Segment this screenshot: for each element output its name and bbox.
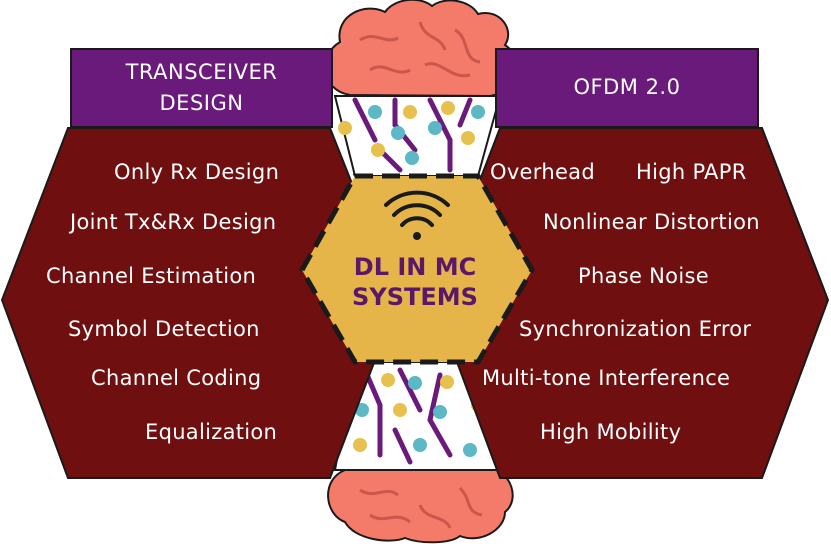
circuit-bottom <box>333 361 502 471</box>
left-item-equalization: Equalization <box>145 420 278 444</box>
right-item-high-mobility: High Mobility <box>540 420 682 444</box>
center-hexagon <box>299 173 535 365</box>
wifi-icon <box>384 190 450 240</box>
left-item-joint-txrx: Joint Tx&Rx Design <box>70 210 277 234</box>
brain-top-icon <box>324 0 518 98</box>
left-item-only-rx: Only Rx Design <box>114 160 280 184</box>
circuit-top <box>333 95 502 177</box>
right-header: OFDM 2.0 <box>495 48 759 128</box>
right-item-phase-noise: Phase Noise <box>578 264 709 288</box>
left-hexagon <box>0 127 400 479</box>
right-item-synchronization-error: Synchronization Error <box>519 317 752 341</box>
left-header: TRANSCEIVER DESIGN <box>70 48 333 128</box>
left-header-line2: DESIGN <box>159 91 244 115</box>
right-item-overhead: Overhead <box>490 160 595 184</box>
left-item-channel-estimation: Channel Estimation <box>46 264 257 288</box>
center-line2: SYSTEMS <box>352 283 478 311</box>
center-label: DL IN MC SYSTEMS <box>320 252 510 312</box>
brain-bottom-icon <box>327 466 514 544</box>
left-item-channel-coding: Channel Coding <box>91 366 262 390</box>
right-header-label: OFDM 2.0 <box>573 75 681 100</box>
right-item-high-papr: High PAPR <box>636 160 747 184</box>
right-item-nonlinear-distortion: Nonlinear Distortion <box>543 210 760 234</box>
left-item-symbol-detection: Symbol Detection <box>68 317 260 341</box>
left-header-line1: TRANSCEIVER <box>125 59 278 84</box>
center-line1: DL IN MC <box>353 253 477 281</box>
right-item-multi-tone-interference: Multi-tone Interference <box>482 366 731 390</box>
